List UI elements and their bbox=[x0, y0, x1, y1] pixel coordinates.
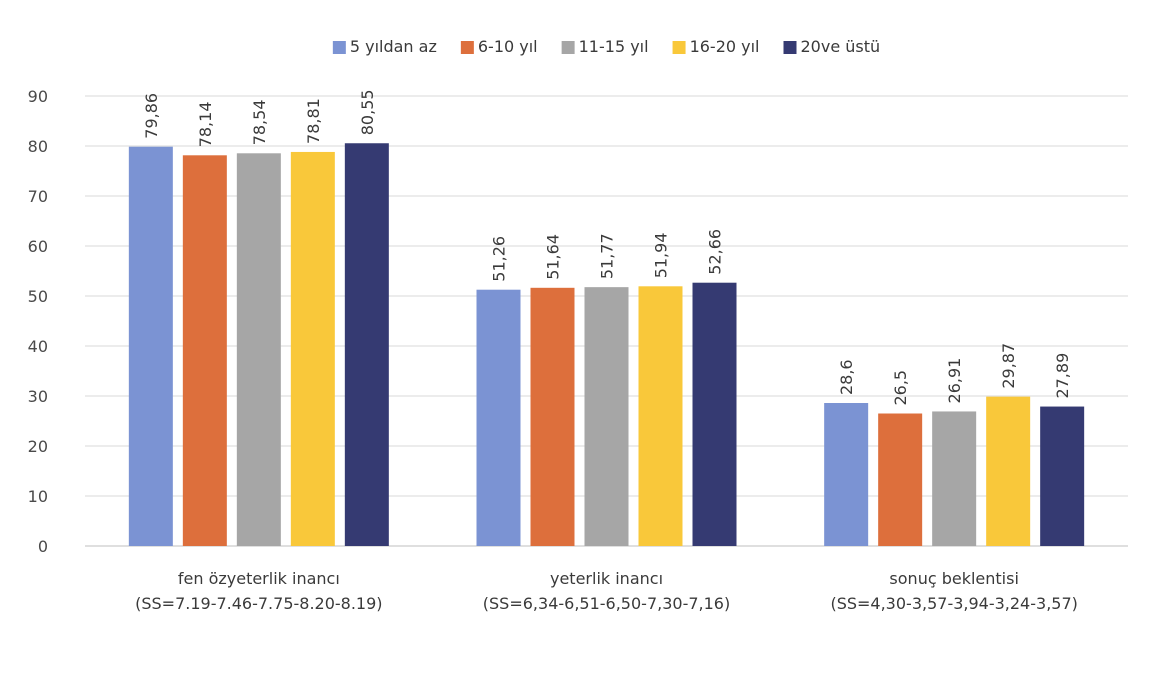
legend-swatch bbox=[332, 41, 346, 54]
data-label: 78,14 bbox=[196, 101, 215, 147]
legend-swatch bbox=[460, 41, 474, 54]
y-tick-label: 50 bbox=[28, 287, 48, 306]
data-label: 28,6 bbox=[837, 359, 856, 395]
category-label: (SS=7.19-7.46-7.75-8.20-8.19) bbox=[135, 594, 382, 613]
bar bbox=[824, 403, 869, 546]
y-tick-label: 70 bbox=[28, 187, 48, 206]
data-label: 78,54 bbox=[250, 99, 269, 145]
legend-label: 16-20 yıl bbox=[690, 37, 760, 56]
data-label: 51,77 bbox=[598, 233, 617, 279]
y-tick-label: 10 bbox=[28, 487, 48, 506]
data-label: 26,91 bbox=[945, 358, 964, 404]
category-label: (SS=6,34-6,51-6,50-7,30-7,16) bbox=[483, 594, 730, 613]
bar bbox=[344, 143, 389, 546]
legend-item: 16-20 yıl bbox=[672, 37, 760, 56]
data-label: 51,26 bbox=[490, 236, 509, 282]
legend-label: 11-15 yıl bbox=[579, 37, 649, 56]
category-labels: fen özyeterlik inancı (SS=7.19-7.46-7.75-… bbox=[135, 569, 1078, 613]
bar bbox=[128, 146, 173, 546]
data-label: 80,55 bbox=[358, 89, 377, 135]
data-label: 79,86 bbox=[142, 93, 161, 139]
legend-label: 6-10 yıl bbox=[478, 37, 538, 56]
legend-swatch bbox=[672, 41, 686, 54]
y-tick-label: 60 bbox=[28, 237, 48, 256]
legend-label: 20ve üstü bbox=[801, 37, 881, 56]
data-label: 27,89 bbox=[1053, 353, 1072, 399]
legend-item: 20ve üstü bbox=[783, 37, 881, 56]
data-label: 78,81 bbox=[304, 98, 323, 144]
y-tick-label: 40 bbox=[28, 337, 48, 356]
legend-item: 5 yıldan az bbox=[332, 37, 437, 56]
category-label: sonuç beklentisi bbox=[889, 569, 1018, 588]
bar bbox=[290, 151, 335, 546]
data-label: 29,87 bbox=[999, 343, 1018, 389]
bars bbox=[128, 143, 1085, 547]
legend-swatch bbox=[783, 41, 797, 54]
y-tick-label: 90 bbox=[28, 87, 48, 106]
bar bbox=[236, 153, 281, 547]
data-label: 52,66 bbox=[706, 229, 725, 275]
bar bbox=[584, 287, 629, 546]
data-label: 26,5 bbox=[891, 370, 910, 406]
legend-swatch bbox=[561, 41, 575, 54]
legend: 5 yıldan az 6-10 yıl 11-15 yıl 16-20 yıl 20v… bbox=[332, 37, 881, 56]
y-axis-ticks: 0 10 20 30 40 50 60 70 80 90 bbox=[28, 87, 48, 556]
category-label: yeterlik inancı bbox=[550, 569, 663, 588]
y-tick-label: 20 bbox=[28, 437, 48, 456]
data-label: 51,94 bbox=[652, 232, 671, 278]
bar bbox=[182, 155, 227, 547]
bar bbox=[638, 286, 683, 546]
category-label: fen özyeterlik inancı bbox=[178, 569, 340, 588]
bar bbox=[476, 289, 521, 546]
y-tick-label: 0 bbox=[38, 537, 48, 556]
y-tick-label: 30 bbox=[28, 387, 48, 406]
bar bbox=[530, 287, 575, 546]
bar bbox=[932, 411, 977, 546]
data-labels: 79,86 78,14 78,54 78,81 80,55 51,26 51,64 51,77… bbox=[142, 89, 1072, 405]
legend-item: 11-15 yıl bbox=[561, 37, 649, 56]
category-label: (SS=4,30-3,57-3,94-3,24-3,57) bbox=[830, 594, 1077, 613]
legend-label: 5 yıldan az bbox=[350, 37, 437, 56]
bar bbox=[692, 282, 737, 546]
legend-item: 6-10 yıl bbox=[460, 37, 538, 56]
bar bbox=[1040, 406, 1085, 546]
bar bbox=[986, 396, 1031, 546]
bar bbox=[878, 413, 923, 546]
data-label: 51,64 bbox=[544, 234, 563, 280]
y-tick-label: 80 bbox=[28, 137, 48, 156]
